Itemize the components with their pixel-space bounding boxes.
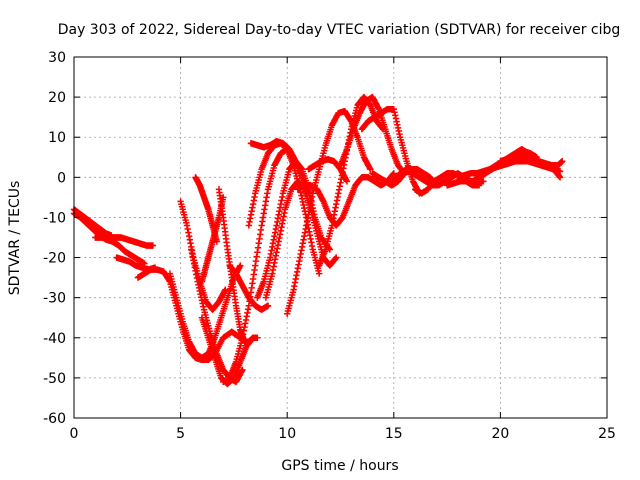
y-tick-label: 20	[48, 90, 66, 106]
data-point	[149, 242, 157, 249]
x-tick-label: 10	[278, 426, 296, 442]
data-point	[239, 366, 246, 374]
y-tick-label: 0	[57, 170, 66, 186]
y-axis-label: SDTVAR / TECUs	[7, 181, 23, 296]
y-tick-label: 30	[48, 50, 66, 66]
data-point	[213, 238, 221, 245]
x-axis-label: GPS time / hours	[281, 458, 398, 474]
data-points	[70, 93, 566, 388]
data-point	[254, 334, 261, 341]
data-point	[315, 270, 323, 277]
series-arc3	[92, 234, 157, 249]
x-tick-label: 20	[491, 426, 509, 442]
data-point	[237, 262, 244, 269]
series-arc5	[134, 266, 244, 364]
data-point	[333, 254, 340, 261]
x-tick-label: 5	[176, 426, 185, 442]
data-point	[367, 166, 374, 173]
data-point	[343, 178, 351, 185]
series-arc17	[254, 158, 334, 301]
data-point	[222, 286, 229, 293]
y-tick-label: -50	[43, 371, 66, 387]
series-arc22	[305, 156, 351, 185]
data-point	[556, 174, 564, 181]
x-tick-label: 0	[70, 426, 79, 442]
x-tick-label: 15	[385, 426, 403, 442]
data-point	[390, 170, 397, 177]
y-tick-label: -10	[43, 210, 66, 226]
series-arc18	[262, 178, 340, 301]
y-tick-label: -30	[43, 291, 66, 307]
series-arc32	[518, 150, 564, 181]
y-tick-label: -20	[43, 251, 66, 267]
data-point	[264, 302, 272, 309]
series-arc12	[215, 186, 261, 345]
y-tick-label: -40	[43, 331, 66, 347]
series-arc2	[70, 206, 115, 239]
axis-ticks: 0 5 10 15 20 25 -60 -50 -40 -30 -20 -10 0 10 20 30	[43, 50, 616, 442]
data-point	[480, 178, 487, 185]
chart-title: Day 303 of 2022, Sidereal Day-to-day VTE…	[58, 22, 621, 38]
x-tick-label: 25	[598, 426, 616, 442]
data-point	[559, 158, 566, 165]
y-tick-label: -60	[43, 411, 66, 427]
series-arc14	[226, 262, 272, 313]
data-point	[475, 182, 483, 189]
y-tick-label: 10	[48, 130, 66, 146]
plot-border	[73, 56, 608, 419]
